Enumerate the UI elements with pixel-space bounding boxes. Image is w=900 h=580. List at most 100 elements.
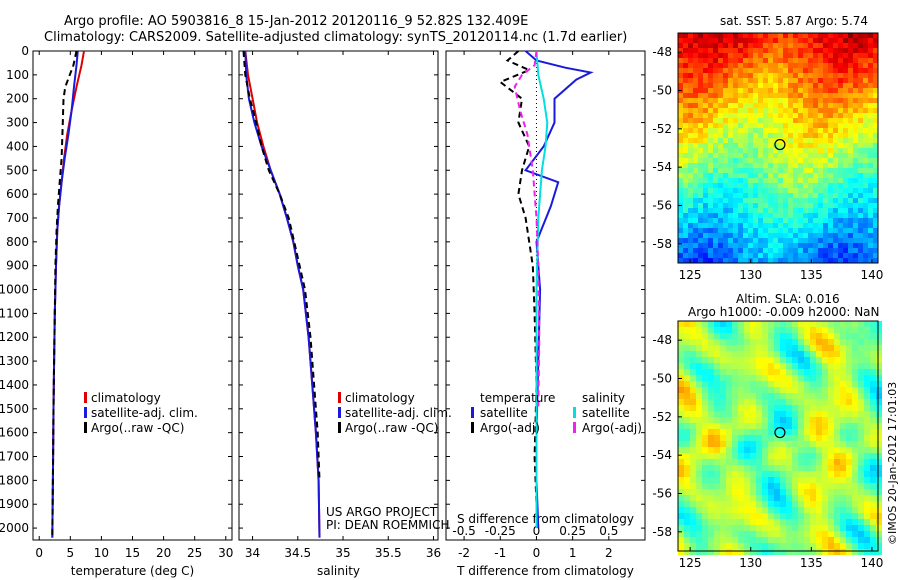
- map-cell: [683, 248, 688, 253]
- map-cell: [732, 549, 738, 555]
- map-cell: [763, 128, 768, 133]
- map-cell: [858, 531, 864, 537]
- map-cell: [684, 513, 690, 519]
- map-cell: [838, 198, 843, 203]
- map-cell: [864, 453, 870, 459]
- map-cell: [728, 203, 733, 208]
- map-cell: [858, 351, 864, 357]
- map-cell: [758, 33, 763, 38]
- map-cell: [768, 531, 774, 537]
- map-cell: [720, 543, 726, 549]
- map-cell: [798, 133, 803, 138]
- map-cell: [732, 477, 738, 483]
- map-cell: [733, 113, 738, 118]
- map-cell: [768, 113, 773, 118]
- map-cell: [778, 243, 783, 248]
- map-cell: [743, 33, 748, 38]
- map-cell: [763, 178, 768, 183]
- map-cell: [834, 477, 840, 483]
- map-cell: [773, 213, 778, 218]
- map-cell: [768, 519, 774, 525]
- map-cell: [786, 525, 792, 531]
- map-cell: [793, 133, 798, 138]
- map-cell: [738, 447, 744, 453]
- map-cell: [773, 173, 778, 178]
- map-cell: [732, 441, 738, 447]
- map-cell: [793, 248, 798, 253]
- map-cell: [720, 471, 726, 477]
- map-cell: [813, 248, 818, 253]
- map-cell: [756, 321, 762, 327]
- map-cell: [873, 188, 878, 193]
- map-cell: [868, 53, 873, 58]
- map-cell: [678, 339, 684, 345]
- map-cell: [714, 327, 720, 333]
- map-cell: [838, 63, 843, 68]
- map-cell: [743, 43, 748, 48]
- map-cell: [858, 143, 863, 148]
- map-cell: [810, 465, 816, 471]
- map-cell: [833, 208, 838, 213]
- map-cell: [818, 213, 823, 218]
- map-cell: [756, 393, 762, 399]
- map-cell: [678, 143, 683, 148]
- map-cell: [690, 369, 696, 375]
- map-cell: [678, 537, 684, 543]
- map-cell: [848, 213, 853, 218]
- map-cell: [833, 183, 838, 188]
- map-cell: [863, 68, 868, 73]
- map-cell: [678, 477, 684, 483]
- map-cell: [788, 198, 793, 203]
- map-cell: [834, 411, 840, 417]
- map-cell: [774, 549, 780, 555]
- map-cell: [678, 173, 683, 178]
- map-cell: [803, 228, 808, 233]
- map-cell: [810, 549, 816, 555]
- map-cell: [748, 123, 753, 128]
- map-cell: [753, 193, 758, 198]
- map-cell: [718, 128, 723, 133]
- map-cell: [773, 133, 778, 138]
- map-cell: [753, 78, 758, 83]
- map-cell: [762, 459, 768, 465]
- map-cell: [798, 228, 803, 233]
- map-cell: [778, 143, 783, 148]
- map-cell: [792, 477, 798, 483]
- map-cell: [688, 98, 693, 103]
- map-cell: [703, 183, 708, 188]
- map-cell: [703, 38, 708, 43]
- map-cell: [753, 148, 758, 153]
- map-cell: [690, 525, 696, 531]
- map-cell: [708, 143, 713, 148]
- map-cell: [708, 183, 713, 188]
- map-cell: [823, 43, 828, 48]
- map-cell: [823, 233, 828, 238]
- map-cell: [804, 423, 810, 429]
- map-cell: [732, 321, 738, 327]
- map-cell: [852, 351, 858, 357]
- map-cell: [822, 327, 828, 333]
- map-cell: [798, 138, 803, 143]
- map-cell: [840, 411, 846, 417]
- map-cell: [868, 98, 873, 103]
- map-cell: [822, 543, 828, 549]
- map-cell: [744, 519, 750, 525]
- map-cell: [834, 453, 840, 459]
- map-cell: [678, 193, 683, 198]
- map-cell: [774, 423, 780, 429]
- map-cell: [803, 148, 808, 153]
- map-cell: [808, 133, 813, 138]
- map-cell: [858, 483, 864, 489]
- map-cell: [838, 118, 843, 123]
- map-cell: [808, 208, 813, 213]
- map-cell: [738, 148, 743, 153]
- map-cell: [733, 93, 738, 98]
- map-cell: [813, 173, 818, 178]
- map-cell: [738, 68, 743, 73]
- map-cell: [840, 417, 846, 423]
- map-cell: [743, 118, 748, 123]
- map-cell: [728, 238, 733, 243]
- map-cell: [696, 531, 702, 537]
- map-cell: [868, 168, 873, 173]
- map-cell: [753, 83, 758, 88]
